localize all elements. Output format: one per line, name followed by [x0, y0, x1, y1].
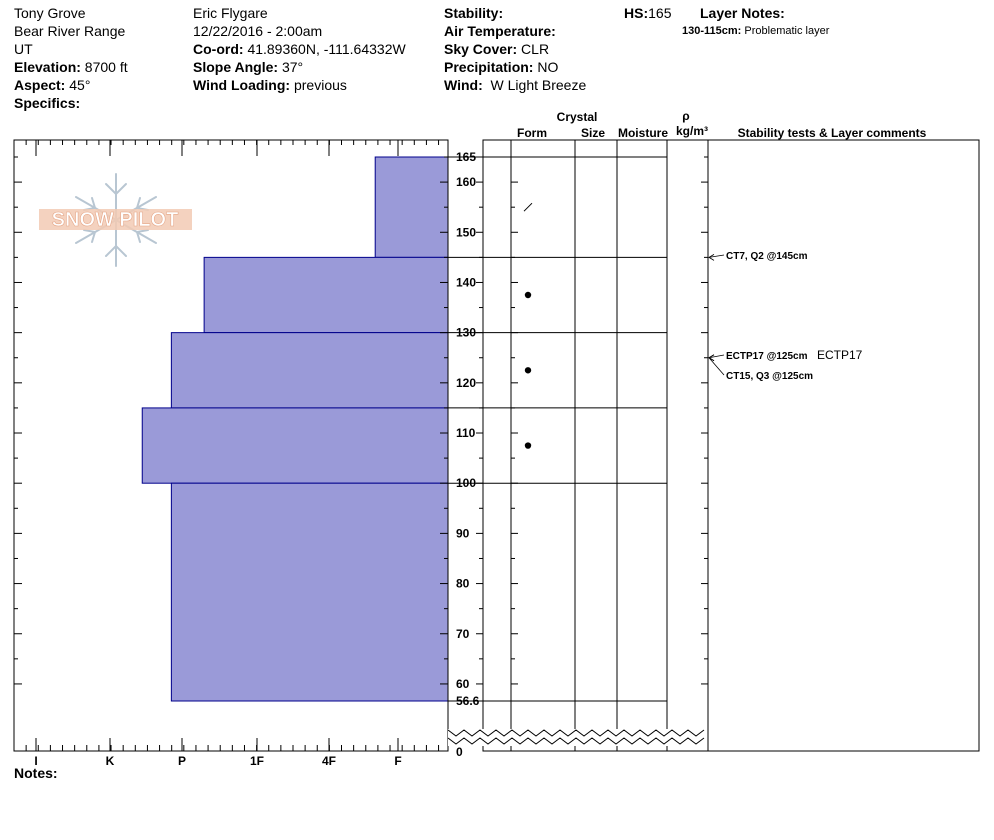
stability-test-arrow	[708, 354, 725, 359]
specifics: Specifics:	[14, 95, 81, 111]
stability-test-arrow	[708, 254, 725, 258]
hardness-bar	[170, 332, 449, 409]
state: UT	[14, 41, 33, 57]
hardness-axis-labels: I K P 1F 4F F	[34, 754, 401, 768]
hardness-bar	[141, 407, 449, 484]
hardness-tick-label: F	[394, 754, 401, 768]
depth-tick-label: 70	[456, 627, 470, 641]
datetime: 12/22/2016 - 2:00am	[193, 23, 323, 39]
stability: Stability:	[444, 5, 504, 21]
depth-tick-label: 90	[456, 526, 470, 540]
elevation: Elevation: 8700 ft	[14, 59, 128, 75]
crystal-header: Crystal	[557, 110, 598, 124]
stability-test-label: CT15, Q3 @125cm	[726, 371, 813, 382]
hardness-tick-label: P	[178, 754, 186, 768]
comments-header: Stability tests & Layer comments	[738, 126, 927, 140]
arrowhead-icon	[708, 354, 715, 362]
hardness-bar	[374, 156, 449, 258]
form-header: Form	[517, 126, 547, 140]
depth-tick-label: 120	[456, 376, 476, 390]
break-mask	[448, 729, 708, 746]
snowpilot-logo: SNOW PILOT	[39, 173, 192, 267]
rounded-grain-icon	[524, 291, 532, 299]
density-unit-header: kg/m³	[676, 124, 708, 138]
comments-panel-frame	[707, 139, 980, 752]
stability-test-extra: ECTP17	[817, 348, 863, 362]
stability-test-arrow	[708, 357, 725, 376]
depth-tick-label: 80	[456, 577, 470, 591]
wind-loading: Wind Loading: previous	[193, 77, 347, 93]
observer: Eric Flygare	[193, 5, 268, 21]
depth-extra-label: 0	[456, 745, 463, 759]
stability-tests: CT7, Q2 @145cm ECTP17 @125cm ECTP17 CT15, Q…	[708, 251, 863, 382]
axis-break-zigzag	[447, 729, 708, 746]
conditions-info: Stability: Air Temperature: Sky Cover: C…	[444, 4, 586, 94]
hardness-tick-label: K	[106, 754, 115, 768]
depth-tick-label: 160	[456, 175, 476, 189]
site-info: Tony Grove Bear River Range UT Elevation…	[14, 4, 128, 112]
column-headers: Crystal Form Size Moisture ρ kg/m³ Stabi…	[517, 109, 927, 140]
sky-cover: Sky Cover: CLR	[444, 41, 550, 57]
hardness-ticks	[13, 140, 440, 751]
break-zigzag-line	[447, 737, 705, 745]
size-header: Size	[581, 126, 605, 140]
hardness-bars	[141, 156, 449, 702]
crystal-table-frame	[482, 139, 709, 752]
density-symbol: ρ	[682, 109, 689, 123]
wind: Wind: W Light Breeze	[444, 77, 587, 93]
depth-tick-label: 150	[456, 225, 476, 239]
layer-note-item: 130-115cm: Problematic layer	[682, 25, 830, 37]
notes-label: Notes:	[14, 765, 58, 781]
hardness-bar	[170, 482, 449, 702]
hardness-bar	[203, 256, 449, 334]
snow-height: HS:165	[624, 5, 672, 21]
rounded-grain-icon	[524, 367, 532, 374]
break-zigzag-line	[447, 729, 705, 737]
observation-info: Eric Flygare 12/22/2016 - 2:00am Co-ord:…	[193, 4, 406, 94]
location: Tony Grove	[14, 5, 86, 21]
hardness-tick-label: I	[34, 754, 37, 768]
coordinates: Co-ord: 41.89360N, -111.64332W	[193, 41, 406, 57]
hardness-tick-label: 4F	[322, 754, 336, 768]
mountain-range: Bear River Range	[14, 23, 126, 39]
grain-form-symbols	[523, 202, 533, 449]
layer-notes-title: Layer Notes:	[700, 5, 785, 21]
precipitation: Precipitation: NO	[444, 59, 559, 75]
decomposing-grain-icon	[523, 202, 533, 212]
hardness-tick-label: 1F	[250, 754, 264, 768]
depth-tick-label: 140	[456, 275, 476, 289]
depth-tick-label: 60	[456, 677, 470, 691]
air-temperature: Air Temperature:	[444, 23, 556, 39]
rounded-grain-icon	[524, 442, 532, 449]
depth-tick-label: 110	[456, 426, 476, 440]
moisture-header: Moisture	[618, 126, 668, 140]
stability-test-label: CT7, Q2 @145cm	[726, 251, 808, 262]
logo-text: SNOW PILOT	[52, 209, 179, 231]
aspect: Aspect: 45°	[14, 77, 91, 93]
arrowhead-icon	[708, 254, 715, 261]
stability-test-label: ECTP17 @125cm	[726, 351, 808, 362]
slope-angle: Slope Angle: 37°	[193, 59, 304, 75]
table-depth-ticks	[511, 156, 708, 685]
layer-boundaries	[448, 156, 667, 702]
